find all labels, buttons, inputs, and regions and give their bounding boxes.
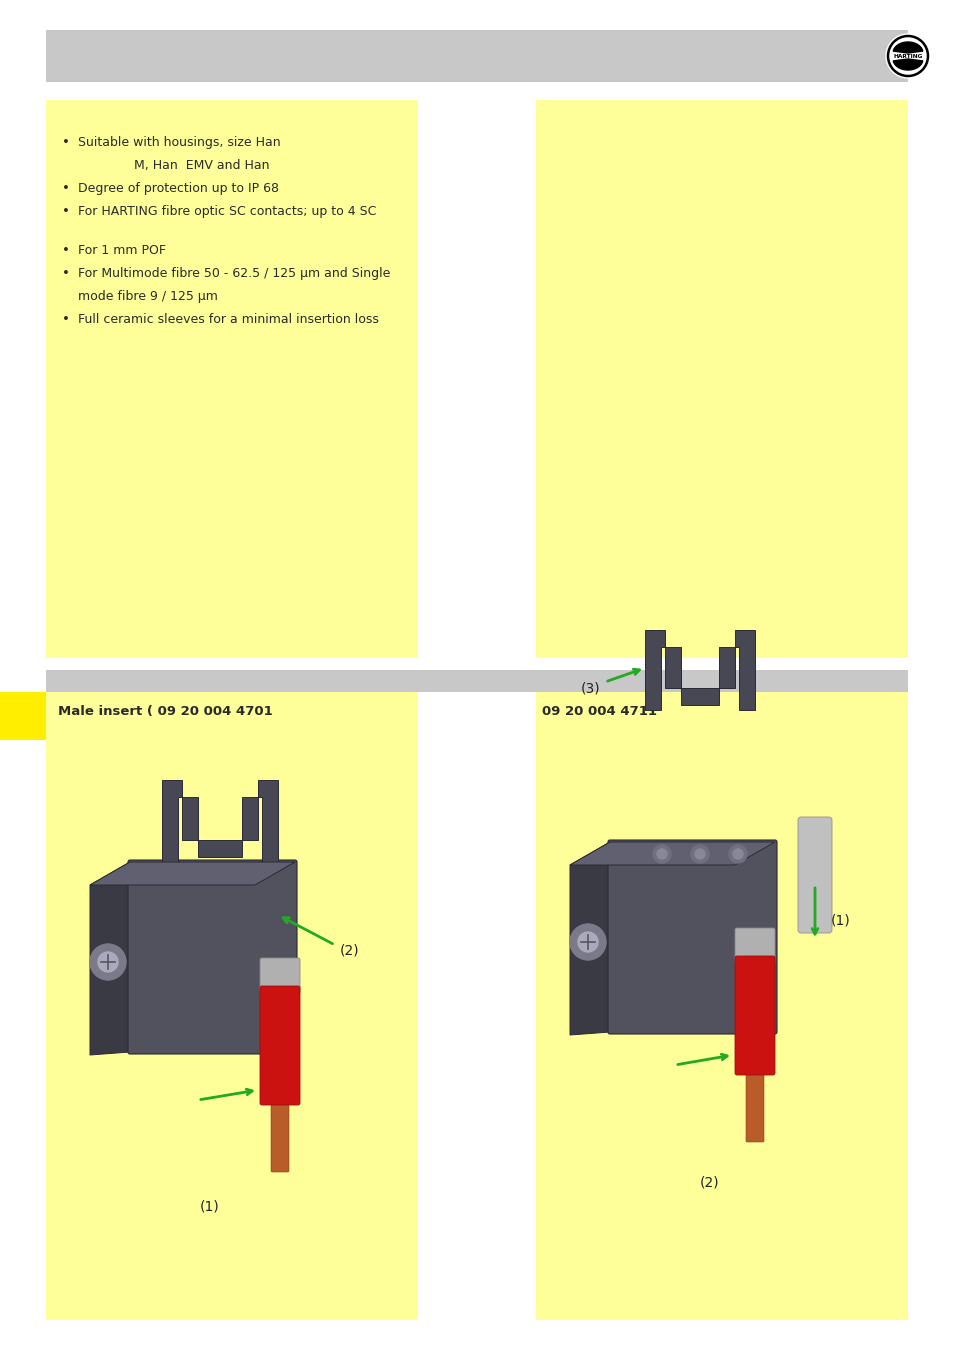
Circle shape <box>885 34 929 78</box>
Bar <box>536 100 907 657</box>
Text: M, Han  EMV and Han: M, Han EMV and Han <box>78 159 269 171</box>
Text: •: • <box>62 182 70 194</box>
FancyBboxPatch shape <box>128 860 296 1054</box>
Circle shape <box>657 849 666 859</box>
Circle shape <box>578 931 598 952</box>
Text: (3): (3) <box>579 680 599 695</box>
Text: Full ceramic sleeves for a minimal insertion loss: Full ceramic sleeves for a minimal inser… <box>78 313 378 327</box>
Text: •: • <box>62 205 70 217</box>
Bar <box>46 100 417 657</box>
Polygon shape <box>892 59 922 70</box>
FancyBboxPatch shape <box>260 986 299 1106</box>
Text: For HARTING fibre optic SC contacts; up to 4 SC: For HARTING fibre optic SC contacts; up … <box>78 205 376 217</box>
Polygon shape <box>569 842 609 1035</box>
FancyBboxPatch shape <box>271 1102 289 1172</box>
Text: 09 20 004 4711: 09 20 004 4711 <box>541 705 657 718</box>
Bar <box>536 693 907 1320</box>
Polygon shape <box>162 780 277 863</box>
Text: HARTING: HARTING <box>892 54 922 58</box>
Circle shape <box>728 845 746 863</box>
FancyBboxPatch shape <box>797 817 831 933</box>
Circle shape <box>732 849 742 859</box>
Text: For 1 mm POF: For 1 mm POF <box>78 244 166 256</box>
Polygon shape <box>892 42 922 53</box>
Polygon shape <box>569 842 774 865</box>
Circle shape <box>690 845 708 863</box>
Text: •: • <box>62 267 70 279</box>
FancyBboxPatch shape <box>260 958 299 994</box>
Bar <box>46 670 907 693</box>
Text: •: • <box>62 313 70 327</box>
Circle shape <box>98 952 118 972</box>
FancyBboxPatch shape <box>734 927 774 964</box>
Circle shape <box>695 849 704 859</box>
Circle shape <box>652 845 670 863</box>
Text: •: • <box>62 244 70 256</box>
Circle shape <box>569 923 605 960</box>
FancyBboxPatch shape <box>607 840 776 1034</box>
Bar <box>46 693 417 1320</box>
Text: For Multimode fibre 50 - 62.5 / 125 μm and Single: For Multimode fibre 50 - 62.5 / 125 μm a… <box>78 267 390 279</box>
Text: mode fibre 9 / 125 μm: mode fibre 9 / 125 μm <box>78 290 217 304</box>
Polygon shape <box>90 863 294 886</box>
Text: (2): (2) <box>700 1174 720 1189</box>
Bar <box>0 693 46 740</box>
Text: Degree of protection up to IP 68: Degree of protection up to IP 68 <box>78 182 278 194</box>
Text: (1): (1) <box>830 913 850 927</box>
Circle shape <box>90 944 126 980</box>
Text: •: • <box>62 136 70 148</box>
Bar <box>46 30 907 82</box>
Text: Male insert ( 09 20 004 4701: Male insert ( 09 20 004 4701 <box>58 705 273 718</box>
FancyBboxPatch shape <box>734 956 774 1075</box>
Text: Suitable with housings, size Han: Suitable with housings, size Han <box>78 136 280 148</box>
FancyBboxPatch shape <box>745 1072 763 1142</box>
Polygon shape <box>90 863 130 1054</box>
Polygon shape <box>644 630 754 710</box>
Text: (1): (1) <box>200 1200 219 1214</box>
Text: (2): (2) <box>339 944 359 957</box>
